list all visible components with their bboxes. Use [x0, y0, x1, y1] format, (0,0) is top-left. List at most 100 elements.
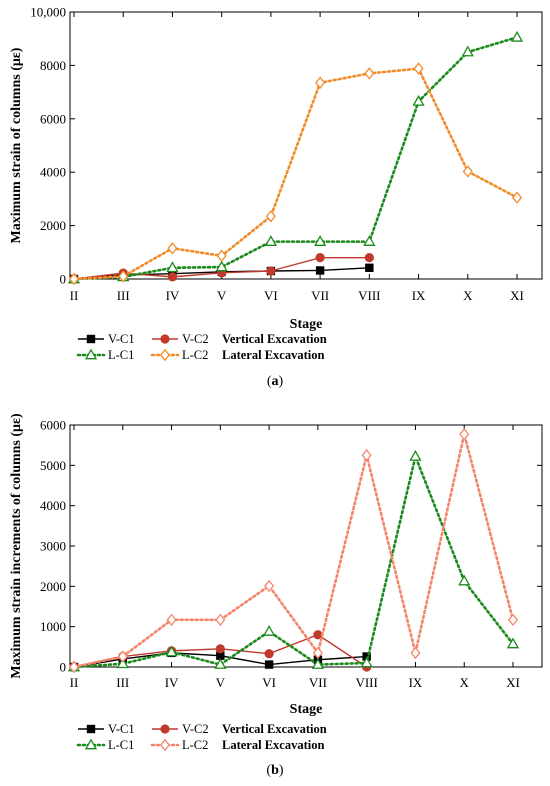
x-tick-label: IX [409, 675, 423, 690]
x-axis-label: Stage [290, 702, 323, 717]
x-tick-label: IV [166, 288, 180, 303]
series-line [72, 452, 515, 669]
x-tick-label: VII [309, 675, 327, 690]
legend-group-label: Vertical Excavation [222, 722, 327, 736]
data-point [363, 235, 376, 246]
data-point [214, 658, 227, 669]
data-point [510, 30, 524, 42]
caption-open: ( [267, 374, 272, 389]
x-tick-label: IV [165, 675, 179, 690]
caption-letter: b [271, 763, 279, 778]
data-point [315, 253, 325, 263]
data-point [462, 165, 473, 178]
data-point [166, 613, 177, 627]
x-tick-label: VIII [358, 288, 380, 303]
data-point [364, 67, 375, 80]
legend-marker [159, 348, 171, 362]
series-l-c1 [67, 449, 520, 672]
data-point [266, 266, 276, 276]
data-point [312, 646, 323, 660]
y-tick-label: 4000 [40, 498, 66, 513]
legend-marker [84, 738, 98, 750]
y-tick-label: 4000 [40, 165, 66, 180]
data-point [364, 253, 374, 263]
data-point [215, 260, 228, 272]
y-tick-label: 1000 [40, 619, 66, 634]
x-tick-label: X [460, 675, 470, 690]
data-point [365, 263, 374, 272]
series-line [72, 36, 519, 281]
legend-entry: L-C1 [108, 348, 134, 362]
data-point [313, 630, 323, 640]
legend-group-label: Lateral Excavation [222, 348, 324, 362]
x-tick-label: II [70, 288, 79, 303]
data-point [315, 266, 325, 275]
y-tick-label: 0 [60, 660, 67, 675]
series-line [72, 433, 515, 669]
x-tick-label: V [217, 288, 227, 303]
y-axis-label: Maximum strain of columns (με) [9, 47, 24, 243]
x-tick-label: VI [264, 288, 278, 303]
legend-group-label: Vertical Excavation [222, 332, 327, 346]
legend-entry: V-C1 [108, 332, 135, 346]
data-point [410, 646, 421, 660]
legend: V-C1 V-C2 L-C1 L-C2 Vertical Excavation Later… [76, 332, 327, 362]
data-point [117, 650, 128, 663]
y-tick-label: 5000 [40, 458, 66, 473]
y-tick-label: 2000 [40, 218, 66, 233]
caption-open: ( [266, 763, 271, 778]
x-tick-label: XI [510, 288, 524, 303]
x-tick-label: V [216, 675, 226, 690]
data-point [264, 579, 275, 593]
data-point [360, 656, 373, 668]
series-line [72, 67, 519, 281]
data-point [458, 574, 471, 586]
x-tick-label: II [70, 675, 79, 690]
data-point [506, 637, 520, 649]
legend-entry: V-C1 [108, 722, 135, 736]
data-point [413, 62, 424, 75]
series-l-c2 [68, 62, 523, 286]
legend-marker [160, 334, 170, 344]
data-point [215, 613, 226, 627]
data-point [507, 613, 519, 627]
x-tick-label: IX [412, 288, 426, 303]
data-point [216, 249, 227, 263]
y-tick-label: 6000 [40, 418, 66, 433]
legend-entry: L-C2 [182, 738, 208, 752]
caption-close: ) [279, 374, 284, 389]
data-point [461, 45, 474, 57]
caption-close: ) [279, 763, 284, 778]
legend-entry: V-C2 [182, 722, 209, 736]
legend-marker [86, 334, 96, 344]
data-point [264, 660, 274, 669]
data-point [311, 658, 324, 669]
y-tick-label: 8000 [40, 58, 66, 73]
x-tick-label: X [463, 288, 473, 303]
y-tick-label: 6000 [40, 111, 66, 126]
y-tick-label: 2000 [40, 579, 66, 594]
data-point [264, 649, 274, 659]
y-tick-label: 3000 [40, 539, 66, 554]
legend-group-label: Lateral Excavation [222, 738, 324, 752]
figure-caption: (a) [267, 374, 284, 389]
x-tick-label: XI [506, 675, 520, 690]
data-point [264, 235, 277, 246]
plot-frame [69, 11, 543, 280]
data-point [409, 449, 422, 461]
legend-entry: L-C2 [182, 348, 208, 362]
legend-marker [84, 348, 98, 360]
legend-entry: L-C1 [108, 738, 134, 752]
x-tick-label: VI [262, 675, 276, 690]
data-point [167, 272, 178, 282]
data-point [166, 261, 179, 273]
series-l-c2 [68, 428, 519, 674]
x-axis-label: Stage [290, 317, 323, 332]
data-point [265, 210, 276, 223]
y-tick-label: 10,000 [30, 5, 66, 20]
data-point [215, 644, 225, 654]
data-point [412, 94, 425, 106]
